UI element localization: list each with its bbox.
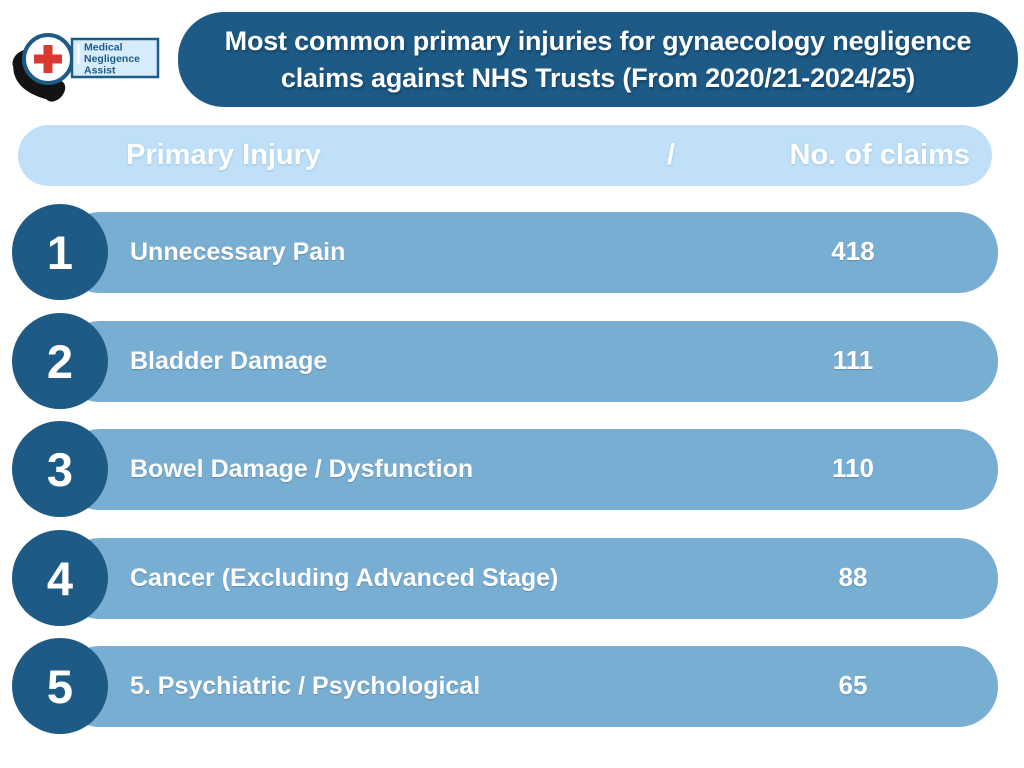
claims-value: 111 (832, 345, 874, 375)
table-header: Primary Injury / No. of claims (18, 125, 992, 186)
table-row: Bladder Damage 111 2 (0, 313, 1024, 409)
claims-value: 110 (832, 453, 874, 483)
row-bar: Cancer (Excluding Advanced Stage) 88 (60, 538, 998, 619)
injury-label: Cancer (Excluding Advanced Stage) (130, 564, 559, 592)
injury-label: 5. Psychiatric / Psychological (130, 672, 481, 700)
column-header-no-of-claims: No. of claims (789, 139, 971, 171)
rank-badge: 4 (12, 530, 108, 626)
injury-label: Bladder Damage (130, 347, 328, 375)
rank-badge: 2 (12, 313, 108, 409)
page-title-line1: Most common primary injuries for gynaeco… (224, 25, 972, 56)
claims-value: 88 (838, 562, 868, 592)
logo-nameplate (70, 37, 160, 79)
claims-value: 65 (838, 670, 868, 700)
column-header-primary-injury: Primary Injury (126, 139, 322, 171)
rank-badge: 1 (12, 204, 108, 300)
logo-brand-line3: Assist (84, 65, 116, 77)
rank-badge: 5 (12, 638, 108, 734)
claims-value: 418 (831, 236, 875, 266)
table-row: Cancer (Excluding Advanced Stage) 88 4 (0, 530, 1024, 626)
page-title-line2: claims against NHS Trusts (From 2020/21-… (280, 62, 916, 93)
logo-brand-line2: Negligence (84, 53, 140, 65)
injury-label: Unnecessary Pain (130, 238, 346, 266)
logo-brand-line1: Medical (84, 42, 123, 54)
red-cross-icon (32, 43, 64, 75)
logo-nameplate-divider (77, 44, 80, 64)
row-bar: Bowel Damage / Dysfunction 110 (60, 429, 998, 510)
table-row: 5. Psychiatric / Psychological 65 5 (0, 638, 1024, 734)
logo-graphic: Medical Negligence Assist (12, 33, 160, 102)
row-bar: Unnecessary Pain 418 (60, 212, 998, 293)
table-row: Unnecessary Pain 418 1 (0, 204, 1024, 300)
rank-badge: 3 (12, 421, 108, 517)
injury-label: Bowel Damage / Dysfunction (130, 455, 474, 483)
table-row: Bowel Damage / Dysfunction 110 3 (0, 421, 1024, 517)
medical-negligence-assist-logo: Medical Negligence Assist (8, 23, 168, 111)
row-bar: Bladder Damage 111 (60, 321, 998, 402)
column-header-separator: / (667, 139, 676, 171)
row-bar: 5. Psychiatric / Psychological 65 (60, 646, 998, 727)
page-title: Most common primary injuries for gynaeco… (178, 12, 1018, 107)
